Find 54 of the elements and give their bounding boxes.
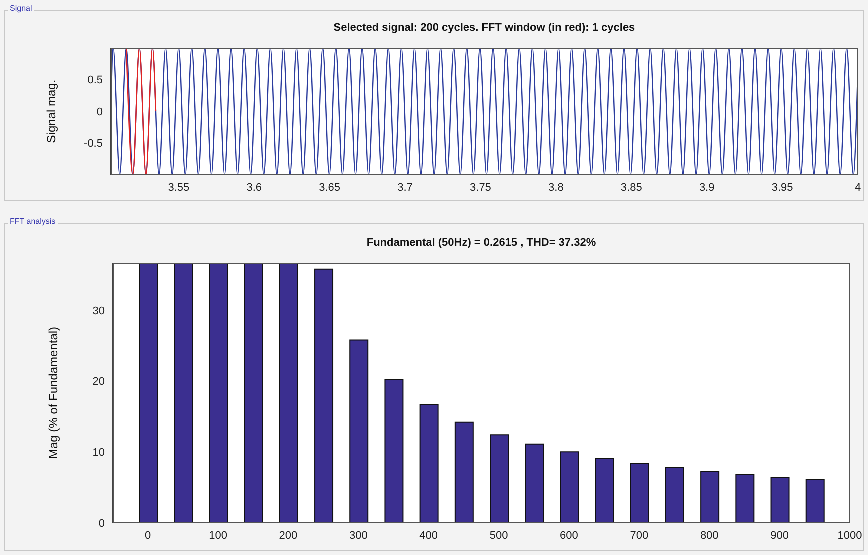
bar <box>700 471 720 523</box>
bar <box>806 479 825 523</box>
bar <box>525 444 544 523</box>
chart-title: Selected signal: 200 cycles. FFT window (in red): 1 cycles <box>332 22 636 34</box>
x-tick-label: 3.6 <box>246 182 262 194</box>
y-tick-label: 0 <box>96 106 103 118</box>
bar <box>630 462 650 523</box>
x-tick-label: 3.85 <box>620 182 642 194</box>
y-tick-label: 10 <box>92 447 105 460</box>
x-tick-label: 3.7 <box>398 182 413 194</box>
x-tick-label: 200 <box>279 530 298 542</box>
bar <box>209 263 228 523</box>
x-tick-label: 3.65 <box>319 182 341 194</box>
x-tick-label: 400 <box>420 530 438 542</box>
x-tick-label: 3.8 <box>548 182 564 194</box>
bar <box>665 467 684 523</box>
bar <box>770 477 790 523</box>
bar <box>420 404 439 523</box>
y-tick-label: 0 <box>98 518 105 530</box>
bar <box>384 379 404 523</box>
chart-title: Fundamental (50Hz) = 0.2615 , THD= 37.32% <box>366 237 598 249</box>
x-tick-label: 3.55 <box>168 182 190 194</box>
bar <box>454 422 474 523</box>
y-tick-label: 20 <box>92 376 105 388</box>
x-tick-label: 700 <box>630 530 649 542</box>
bar <box>736 474 755 523</box>
bar <box>244 263 264 523</box>
x-tick-label: 900 <box>770 530 789 542</box>
x-tick-label: 4 <box>854 182 862 194</box>
bar <box>595 458 614 523</box>
bar <box>139 263 158 523</box>
text: Signal <box>8 4 34 13</box>
x-tick-label: 500 <box>490 530 508 542</box>
x-tick-label: 0 <box>145 530 152 542</box>
bar <box>279 263 298 523</box>
x-tick-label: 300 <box>349 530 368 542</box>
x-tick-label: 100 <box>209 530 228 542</box>
bar <box>174 263 194 523</box>
y-axis-title: Signal mag. <box>44 80 58 144</box>
y-tick-label: 0.5 <box>88 74 103 87</box>
text: FFT analysis <box>8 217 58 226</box>
bar <box>350 340 369 523</box>
y-tick-label: 30 <box>92 305 105 318</box>
x-tick-label: 3.95 <box>772 182 794 194</box>
x-tick-label: 800 <box>700 530 719 542</box>
x-tick-label: 3.9 <box>699 182 715 194</box>
x-tick-label: 3.75 <box>470 182 492 194</box>
bar <box>490 434 509 523</box>
x-tick-label: 1000 <box>838 530 862 542</box>
y-tick-label: -0.5 <box>84 138 103 150</box>
bar <box>314 268 334 523</box>
y-axis-title: Mag (% of Fundamental) <box>46 326 60 460</box>
bar <box>560 452 580 523</box>
x-tick-label: 600 <box>560 530 578 542</box>
